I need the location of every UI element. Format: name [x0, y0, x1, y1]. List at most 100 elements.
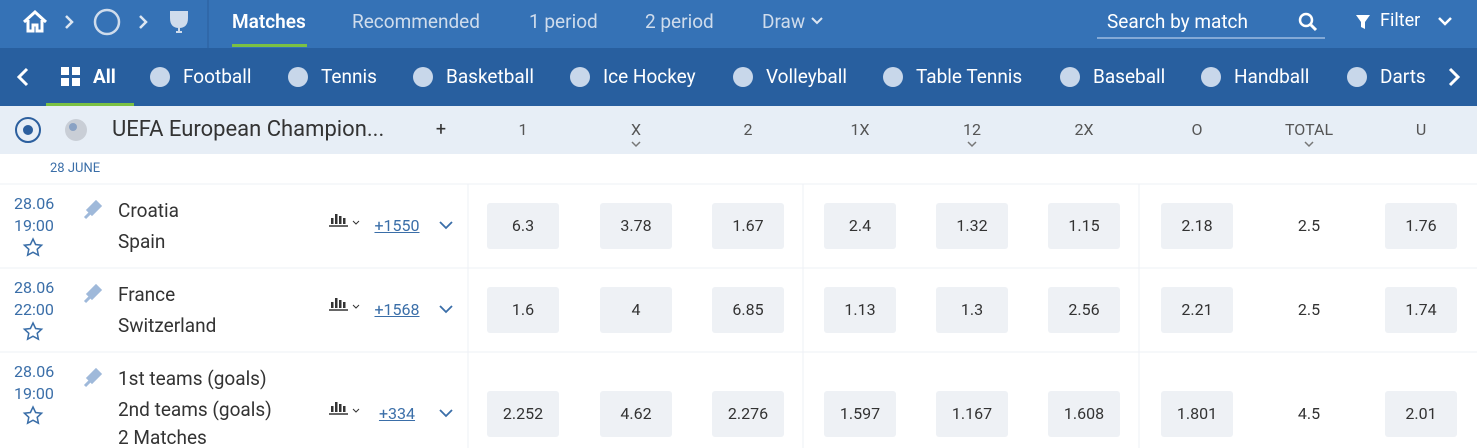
nav-tab[interactable]: Recommended [352, 10, 480, 33]
odds-value[interactable]: 2.276 [727, 404, 769, 423]
odds-button[interactable] [1048, 203, 1120, 249]
odds-button[interactable] [712, 287, 784, 333]
scroll-right[interactable] [1448, 67, 1461, 87]
odds-value[interactable]: 1.608 [1063, 404, 1105, 423]
odds-value[interactable]: 6.85 [732, 300, 764, 319]
odds-value[interactable]: 1.6 [511, 300, 535, 319]
odds-value[interactable]: 3.78 [620, 216, 652, 235]
trophy-icon[interactable] [170, 11, 188, 33]
odds-button[interactable] [487, 203, 559, 249]
odds-button[interactable] [936, 203, 1008, 249]
sport-tab[interactable]: Darts [1380, 65, 1426, 88]
odds-value[interactable]: 2.252 [502, 404, 544, 423]
odds-button[interactable] [712, 391, 784, 437]
stats-icon [331, 302, 334, 308]
league-header [0, 106, 1477, 154]
odds-value[interactable]: 1.32 [956, 216, 988, 235]
odds-button[interactable] [1385, 203, 1457, 249]
team-name: 2 Matches [118, 426, 207, 448]
sport-icon [413, 67, 433, 87]
nav-tab[interactable]: Matches [232, 10, 306, 33]
match-date: 28.06 [14, 362, 55, 381]
stats-chevron [352, 220, 360, 225]
football-icon[interactable] [93, 8, 121, 36]
filter-icon[interactable] [1356, 15, 1370, 29]
odds-button[interactable] [936, 391, 1008, 437]
odds-value[interactable]: 2.56 [1068, 300, 1100, 319]
odds-value[interactable]: 4 [631, 300, 641, 319]
sport-tab[interactable]: Ice Hockey [603, 65, 696, 88]
odds-button[interactable] [936, 287, 1008, 333]
filter-button[interactable]: Filter [1380, 10, 1421, 31]
odds-value[interactable]: 1.801 [1176, 404, 1218, 423]
odds-button[interactable] [1048, 287, 1120, 333]
odds-button[interactable] [600, 203, 672, 249]
odds-button[interactable] [1161, 391, 1233, 437]
match-date: 28.06 [14, 194, 55, 213]
odds-value[interactable]: 1.167 [951, 404, 993, 423]
stats-icon [343, 302, 346, 308]
odds-button[interactable] [824, 203, 896, 249]
odds-button[interactable] [600, 391, 672, 437]
odds-value[interactable]: 2.18 [1181, 216, 1213, 235]
sport-icon [733, 67, 753, 87]
sport-tab[interactable]: Basketball [446, 65, 534, 88]
odds-value[interactable]: 2.4 [848, 216, 872, 235]
total-value: 4.5 [1297, 404, 1321, 423]
markets-link[interactable]: +334 [378, 404, 416, 423]
sport-tab[interactable]: Tennis [321, 65, 377, 88]
match-time: 22:00 [14, 300, 54, 319]
add-button[interactable]: + [435, 119, 447, 140]
sport-tab[interactable]: Table Tennis [916, 65, 1023, 88]
odds-button[interactable] [1385, 287, 1457, 333]
odds-value[interactable]: 1.76 [1405, 216, 1437, 235]
odds-value[interactable]: 2.01 [1405, 404, 1437, 423]
home-icon[interactable] [22, 9, 48, 33]
odds-value[interactable]: 1.597 [839, 404, 881, 423]
odds-value[interactable]: 4.62 [620, 404, 652, 423]
sport-tab[interactable]: Baseball [1093, 65, 1166, 88]
column-header: 2X [1074, 120, 1094, 139]
column-header: O [1191, 120, 1203, 139]
team-name: Spain [118, 230, 166, 253]
markets-link[interactable]: +1568 [374, 300, 420, 319]
column-header: U [1415, 120, 1427, 139]
nav-tab[interactable]: 2 period [645, 10, 714, 33]
sport-tab[interactable]: Handball [1234, 65, 1310, 88]
team-name: France [118, 283, 176, 306]
odds-button[interactable] [487, 391, 559, 437]
stats-icon [339, 300, 342, 308]
odds-button[interactable] [600, 287, 672, 333]
odds-button[interactable] [1048, 391, 1120, 437]
sport-tab[interactable]: All [93, 65, 116, 88]
stats-icon [331, 406, 334, 412]
sport-tab[interactable]: Volleyball [766, 65, 847, 88]
search-input[interactable]: Search by match [1107, 10, 1248, 33]
odds-value[interactable]: 1.67 [732, 216, 764, 235]
odds-button[interactable] [487, 287, 559, 333]
nav-tab[interactable]: 1 period [529, 10, 598, 33]
sport-icon [883, 67, 903, 87]
odds-button[interactable] [1161, 203, 1233, 249]
odds-button[interactable] [1161, 287, 1233, 333]
odds-button[interactable] [1385, 391, 1457, 437]
sport-tab[interactable]: Football [183, 65, 252, 88]
odds-button[interactable] [824, 391, 896, 437]
odds-value[interactable]: 1.15 [1068, 216, 1100, 235]
total-value: 2.5 [1297, 216, 1321, 235]
markets-link[interactable]: +1550 [374, 216, 420, 235]
column-header: 1 [518, 120, 528, 139]
odds-button[interactable] [712, 203, 784, 249]
odds-value[interactable]: 1.13 [844, 300, 876, 319]
odds-value[interactable]: 6.3 [511, 216, 535, 235]
odds-value[interactable]: 2.21 [1181, 300, 1213, 319]
sport-icon [1060, 67, 1080, 87]
total-value: 2.5 [1297, 300, 1321, 319]
odds-button[interactable] [824, 287, 896, 333]
scroll-left[interactable] [16, 67, 29, 87]
odds-value[interactable]: 1.74 [1405, 300, 1437, 319]
nav-tab[interactable]: Draw [762, 10, 806, 33]
odds-value[interactable]: 1.3 [960, 300, 984, 319]
stats-icon [339, 216, 342, 224]
